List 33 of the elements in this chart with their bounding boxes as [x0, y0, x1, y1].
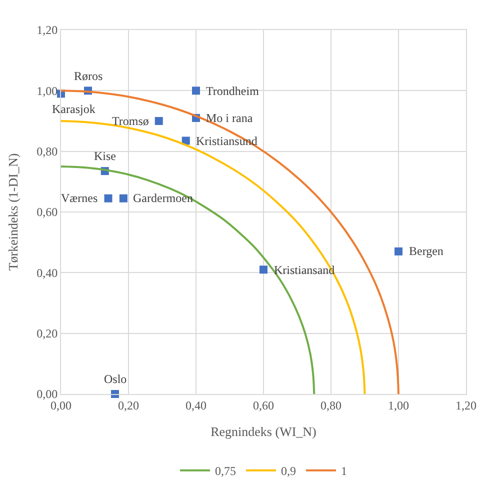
x-axis-title: Regnindeks (WI_N) [210, 424, 316, 439]
y-tick-label: 0,40 [36, 266, 58, 280]
y-tick-label: 1,00 [36, 84, 58, 98]
x-tick-label: 0,80 [320, 398, 342, 412]
annotation: Kise [94, 149, 116, 163]
point [394, 247, 402, 256]
annotation: Røros [74, 69, 103, 83]
point [154, 117, 163, 125]
annotation: Karasjok [52, 102, 96, 116]
x-tick-label: 0,60 [253, 398, 274, 412]
legend-label: 0,75 [215, 464, 236, 478]
annotation: Værnes [61, 191, 98, 205]
y-tick-label: 1,20 [36, 23, 58, 38]
point [119, 194, 128, 202]
point [192, 86, 200, 95]
point [104, 194, 112, 202]
annotation: Bergen [409, 244, 444, 258]
point [182, 136, 190, 145]
x-tick-label: 1,20 [456, 398, 476, 412]
x-tick-label: 1,00 [388, 398, 409, 412]
legend-label: 0,9 [281, 464, 296, 478]
y-tick-label: 0,60 [36, 205, 58, 220]
x-tick-label: 0,20 [118, 398, 139, 412]
annotation: Oslo [104, 372, 127, 386]
legend-label: 1 [341, 464, 347, 478]
annotation: Mo i rana [206, 111, 254, 125]
annotation: Trondheim [206, 84, 260, 98]
x-tick-label: 0,40 [186, 398, 206, 412]
point [260, 266, 268, 274]
annotation: Tromsø [112, 114, 149, 128]
y-tick-label: 0,20 [36, 326, 58, 341]
y-axis-title: Tørkeindeks (1-DI_N) [6, 153, 21, 271]
y-tick-label: 0,80 [36, 144, 58, 159]
